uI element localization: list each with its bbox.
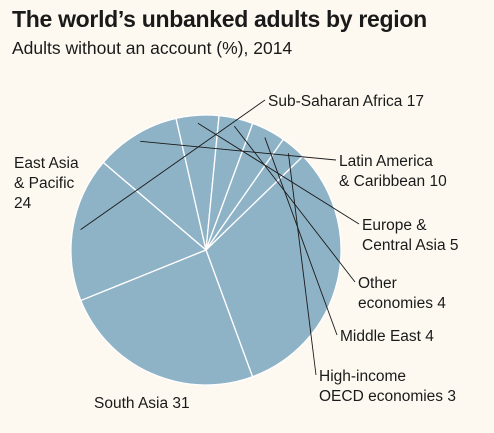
pie-slices xyxy=(70,114,342,386)
slice-label-line: Middle East 4 xyxy=(340,328,434,345)
pie-slice xyxy=(205,155,342,378)
slice-label-line: Sub-Saharan Africa 17 xyxy=(268,93,424,110)
chart-subtitle: Adults without an account (%), 2014 xyxy=(12,38,293,58)
slice-label: Europe & Central Asia 5 xyxy=(362,217,459,254)
slice-label-line: East Asia xyxy=(14,155,79,172)
slice-label-line: economies 4 xyxy=(358,295,446,312)
pie-leader-lines xyxy=(80,99,360,376)
slice-label: Sub-Saharan Africa 17 xyxy=(268,93,424,110)
leader-line xyxy=(80,99,266,231)
slice-label: South Asia 31 xyxy=(94,395,190,412)
leader-line xyxy=(140,140,337,161)
leader-line xyxy=(287,153,317,376)
slice-label: Latin America & Caribbean 10 xyxy=(339,153,447,190)
chart-title: The world’s unbanked adults by region xyxy=(12,6,427,32)
pie-slice xyxy=(102,117,208,252)
slice-label: High-income OECD economies 3 xyxy=(319,368,456,405)
pie-labels: Sub-Saharan Africa 17 Latin America & Cari… xyxy=(14,93,459,412)
slice-label: East Asia & Pacific 24 xyxy=(14,155,79,212)
slice-label: Other economies 4 xyxy=(358,275,446,312)
slice-label-line: & Pacific xyxy=(14,175,75,192)
slice-label-line: Central Asia 5 xyxy=(362,237,459,254)
slice-label-line: Latin America xyxy=(339,153,433,170)
leader-line xyxy=(264,137,338,336)
slice-label-line: OECD economies 3 xyxy=(319,388,456,405)
slice-label-line: High-income xyxy=(319,368,406,385)
slice-label: Middle East 4 xyxy=(340,328,434,345)
slice-label-line: Europe & xyxy=(362,217,427,234)
slice-label-line: Other xyxy=(358,275,397,292)
slice-label-line: & Caribbean 10 xyxy=(339,173,447,190)
pie-slice xyxy=(70,161,208,302)
slice-label-line: South Asia 31 xyxy=(94,395,190,412)
pie-slice xyxy=(79,249,254,386)
slice-label-line: 24 xyxy=(14,195,32,212)
